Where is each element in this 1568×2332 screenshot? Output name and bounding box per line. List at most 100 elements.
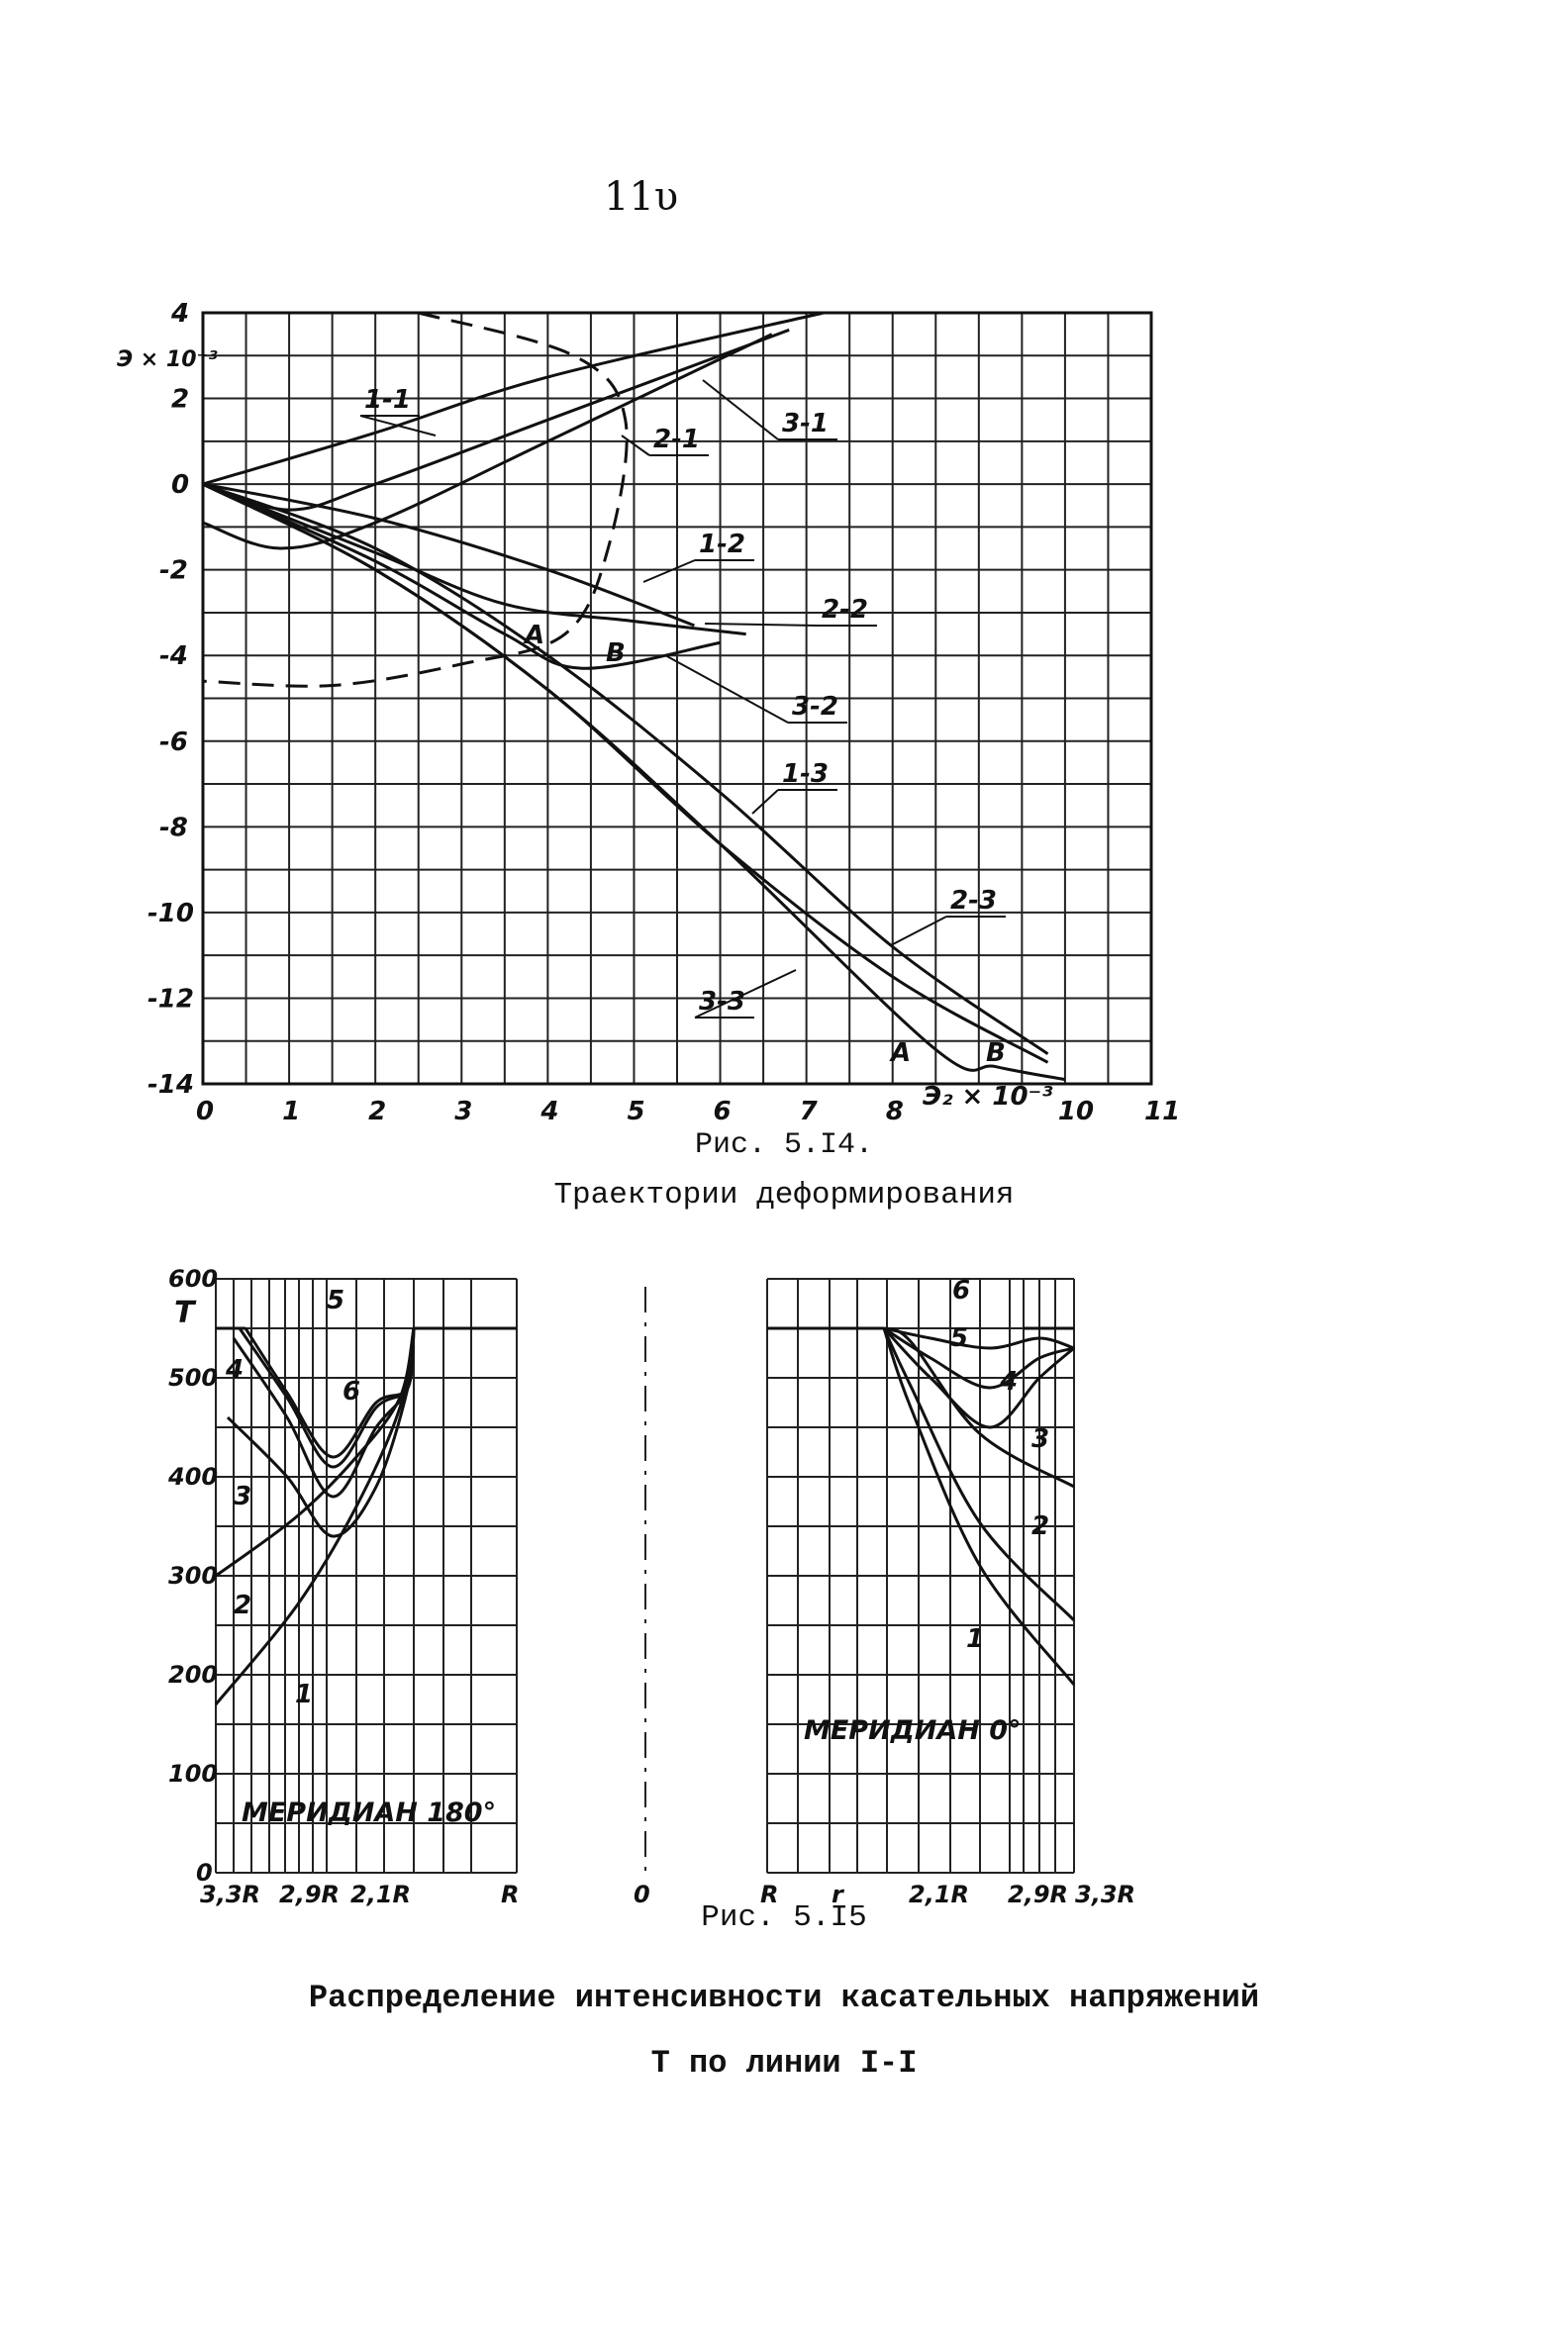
- label-leader-line: [642, 559, 696, 583]
- left-series-label-1: 1: [295, 1680, 313, 1709]
- right-series-label-1: 1: [966, 1624, 984, 1654]
- x-tick-label: 3,3R: [200, 1881, 260, 1908]
- series-label-3-1: 3-1: [782, 409, 829, 438]
- y-tick-label: 600: [168, 1265, 218, 1293]
- right-series-label-4: 4: [999, 1367, 1018, 1397]
- label-leader-line: [751, 789, 779, 815]
- y-tick-label: -8: [159, 813, 188, 842]
- y-tick-label: -12: [147, 984, 194, 1014]
- figure-5-14-title: Траектории деформирования: [553, 1178, 1015, 1213]
- x-tick-label: 11: [1144, 1097, 1180, 1126]
- axis-ticks: 0 1 2 3 4 5 6 7 8 10 11 4 2 0 -2 -4 -6 -8 -10 -12 -14: [147, 299, 1180, 1126]
- x-tick-label: r: [832, 1881, 845, 1908]
- y-tick-label: 2: [171, 385, 189, 415]
- series-label-2-3: 2-3: [950, 886, 997, 916]
- series-line-1-1: [202, 311, 825, 486]
- y-tick-label: 4: [170, 299, 189, 329]
- chart-series: [202, 311, 1066, 1082]
- label-leader-line: [890, 916, 947, 946]
- y-tick-label: -2: [159, 556, 188, 586]
- x-tick-label: 0: [634, 1881, 650, 1908]
- point-annotation: B: [986, 1038, 1006, 1068]
- x-tick-label: 2,1R: [909, 1881, 969, 1908]
- left-series-line-2: [215, 1327, 416, 1578]
- x-tick-label: 4: [539, 1097, 558, 1126]
- x-tick-label: 5: [627, 1097, 644, 1126]
- left-series-label-6: 6: [343, 1377, 360, 1407]
- series-label-1-1: 1-1: [364, 385, 411, 415]
- right-series-label-5: 5: [950, 1323, 968, 1353]
- x-tick-label: 2: [368, 1097, 386, 1126]
- x-axis-label: Э₂ × 10⁻³: [923, 1082, 1053, 1112]
- right-series-label-6: 6: [952, 1276, 970, 1306]
- x-tick-label: 0: [196, 1097, 214, 1126]
- series-label-3-2: 3-2: [792, 692, 838, 722]
- figure-5-14-chart: 0 1 2 3 4 5 6 7 8 10 11 4 2 0 -2 -4 -6 -8 -10 -12 -14 1-1 2-1…: [117, 299, 1180, 1126]
- x-tick-label: 2,9R: [279, 1881, 340, 1908]
- series-label-1-3: 1-3: [782, 759, 829, 789]
- y-tick-label: 300: [168, 1562, 218, 1590]
- y-tick-label: 100: [168, 1760, 218, 1788]
- panel-label-right: МЕРИДИАН 0°: [804, 1715, 1022, 1746]
- y-tick-label: -14: [147, 1070, 194, 1100]
- right-series-label-3: 3: [1031, 1424, 1049, 1454]
- y-tick-label: -6: [159, 728, 188, 757]
- y-tick-label: 400: [167, 1463, 218, 1491]
- figure-5-14-caption: Рис. 5.I4.: [694, 1128, 874, 1162]
- page-number: 11υ: [604, 174, 679, 220]
- left-series-label-3: 3: [234, 1482, 251, 1511]
- left-series-line-6: [244, 1327, 416, 1459]
- x-tick-label: 1: [282, 1097, 300, 1126]
- x-tick-label: 3: [454, 1097, 472, 1126]
- right-series-line-1: [882, 1327, 1076, 1686]
- series-line-2-2: [202, 482, 746, 636]
- chart-series: [214, 1326, 1076, 1705]
- label-leader-line: [359, 415, 437, 437]
- left-series-label-2: 2: [234, 1591, 251, 1620]
- left-series-line-3: [226, 1327, 416, 1538]
- right-series-line-2: [882, 1327, 1076, 1622]
- figure-5-15-title-line1: Распределение интенсивности касательных …: [308, 1980, 1260, 2016]
- series-line-1-2: [202, 482, 695, 628]
- x-tick-label: 2,9R: [1008, 1881, 1068, 1908]
- series-label-2-1: 2-1: [653, 425, 700, 454]
- y-axis-label: T: [174, 1296, 197, 1330]
- figure-5-15-caption: Рис. 5.I5: [701, 1900, 867, 1935]
- right-series-line-4: [882, 1326, 1075, 1429]
- series-line-1-3: [202, 482, 1049, 1055]
- y-tick-label: 0: [196, 1859, 213, 1887]
- point-annotation: B: [606, 638, 626, 668]
- series-label-2-2: 2-2: [822, 595, 868, 625]
- x-tick-label: 6: [714, 1097, 732, 1126]
- point-annotation: A: [523, 621, 544, 650]
- x-tick-label: 3,3R: [1075, 1881, 1135, 1908]
- right-series-line-6: [883, 1326, 1075, 1350]
- label-leader-line: [702, 379, 779, 440]
- x-tick-label: R: [760, 1881, 778, 1908]
- label-leader-line: [704, 623, 819, 627]
- y-axis-label: Э × 10⁻³: [117, 347, 218, 372]
- plot-frame: [201, 311, 1153, 1086]
- label-leader-line: [694, 969, 797, 1019]
- left-series-label-5: 5: [327, 1286, 344, 1315]
- y-tick-label: 0: [171, 470, 189, 500]
- y-tick-label: -4: [159, 641, 188, 671]
- series-line-2-1: [202, 333, 773, 550]
- left-series-label-4: 4: [225, 1355, 244, 1385]
- x-tick-label: 8: [886, 1097, 904, 1126]
- x-tick-label: 10: [1058, 1097, 1094, 1126]
- figure-5-15-title-line2: T по линии I-I: [650, 2045, 918, 2082]
- panel-label-left: МЕРИДИАН 180°: [242, 1798, 496, 1828]
- y-tick-label: 500: [168, 1364, 218, 1392]
- series-line-3-3: [202, 482, 1066, 1082]
- series-line-3-2: [202, 482, 721, 670]
- point-annotation: A: [889, 1038, 911, 1068]
- x-tick-label: 7: [800, 1097, 819, 1126]
- y-tick-label: -10: [147, 899, 194, 928]
- label-leader-line: [621, 435, 650, 456]
- label-leader-line: [664, 654, 789, 724]
